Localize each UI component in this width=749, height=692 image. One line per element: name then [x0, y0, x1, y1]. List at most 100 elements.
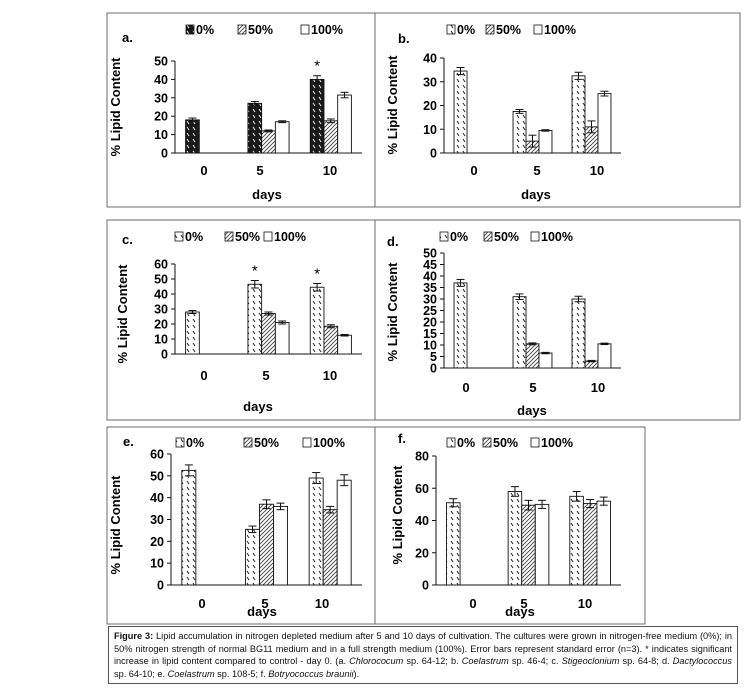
- x-tick-label: 0: [198, 596, 205, 611]
- y-tick-label: 0: [422, 579, 429, 593]
- y-tick-label: 0: [161, 348, 168, 362]
- bar: [185, 119, 200, 154]
- bar: [597, 343, 612, 369]
- legend-label: 0%: [185, 230, 203, 244]
- y-tick-label: 50: [150, 469, 164, 483]
- bar: [571, 75, 586, 154]
- panel-label: f.: [398, 431, 406, 446]
- panel-frame: [106, 219, 376, 421]
- y-tick-label: 20: [154, 110, 168, 124]
- legend-swatch: [530, 231, 540, 242]
- panel-label: a.: [122, 30, 133, 45]
- panel-frame: [374, 219, 741, 421]
- panel-label: e.: [123, 434, 134, 449]
- bar: [322, 509, 338, 586]
- legend-label: 100%: [313, 436, 345, 450]
- panel-frame: [374, 426, 646, 625]
- panel-frame: [374, 12, 741, 208]
- caption-text: sp. 64-10; e.: [114, 668, 168, 679]
- x-tick-label: 0: [462, 380, 469, 395]
- bar: [596, 500, 611, 586]
- x-tick-label: 5: [256, 163, 263, 178]
- y-tick-label: 20: [150, 535, 164, 549]
- x-tick-label: 0: [470, 163, 477, 178]
- y-tick-label: 10: [423, 339, 437, 353]
- panel-label: d.: [387, 234, 399, 249]
- caption-text: sp. 64-12; b.: [403, 656, 462, 667]
- y-tick-label: 40: [150, 491, 164, 505]
- bar: [569, 495, 584, 586]
- legend-swatch: [224, 231, 234, 242]
- legend-swatch: [485, 24, 495, 35]
- y-tick-label: 10: [423, 123, 437, 137]
- caption-species: Chlorococum: [349, 656, 404, 667]
- legend-swatch: [446, 24, 456, 35]
- bar: [274, 322, 290, 355]
- legend-swatch: [175, 437, 185, 448]
- legend-label: 100%: [311, 23, 343, 37]
- significance-star: *: [252, 263, 258, 280]
- bar: [273, 505, 288, 586]
- legend-label: 50%: [235, 230, 260, 244]
- legend-label: 0%: [457, 23, 475, 37]
- y-tick-label: 45: [423, 258, 437, 272]
- x-axis-label: days: [247, 604, 277, 619]
- caption-text: Lipid accumulation in nitrogen depleted …: [114, 631, 732, 667]
- legend-label: 0%: [450, 230, 468, 244]
- y-tick-label: 30: [423, 75, 437, 89]
- caption-species: Botryococcus braunii: [268, 668, 354, 679]
- chart-panel: f. 0% 50% 100% 0 20 40 60 80 % Lipid Content 0 5 10 d…: [374, 426, 646, 625]
- y-tick-label: 10: [154, 333, 168, 347]
- x-axis-label: days: [252, 187, 282, 202]
- bar: [245, 528, 260, 586]
- panel-label: c.: [122, 232, 133, 247]
- bar: [181, 469, 197, 586]
- legend-swatch: [446, 437, 456, 448]
- bar: [337, 334, 352, 355]
- legend-swatch: [530, 437, 540, 448]
- x-axis-label: days: [243, 399, 273, 414]
- y-tick-label: 40: [423, 52, 437, 66]
- legend-label: 100%: [541, 230, 573, 244]
- x-tick-label: 10: [590, 163, 604, 178]
- y-tick-label: 20: [415, 546, 429, 560]
- y-tick-label: 5: [430, 350, 437, 364]
- bar: [247, 102, 263, 154]
- bar: [521, 504, 536, 586]
- y-tick-label: 50: [154, 55, 168, 69]
- chart-panel: e. 0% 50% 100% 0 10 20 30 40 50 60 % Lipid Content 0…: [106, 426, 376, 625]
- x-tick-label: 10: [323, 163, 337, 178]
- caption-text: sp. 46-4; c.: [508, 656, 562, 667]
- bar: [453, 70, 468, 154]
- legend-label: 50%: [496, 23, 521, 37]
- legend-swatch: [300, 24, 310, 35]
- legend-swatch: [185, 24, 195, 35]
- y-tick-label: 40: [154, 73, 168, 87]
- bar: [308, 477, 324, 586]
- x-tick-label: 0: [200, 368, 207, 383]
- y-tick-label: 40: [154, 288, 168, 302]
- caption-species: Coelastrum: [461, 656, 509, 667]
- x-axis-label: days: [517, 403, 547, 418]
- legend-label: 50%: [494, 230, 519, 244]
- x-tick-label: 10: [591, 380, 605, 395]
- caption-species: Stigeoclonium: [561, 656, 620, 667]
- legend-swatch: [482, 437, 492, 448]
- bar: [571, 298, 586, 369]
- y-tick-label: 15: [423, 327, 437, 341]
- x-tick-label: 10: [323, 368, 337, 383]
- legend-swatch: [439, 231, 449, 242]
- x-tick-label: 0: [200, 163, 207, 178]
- significance-star: *: [314, 58, 320, 75]
- bar: [507, 491, 523, 586]
- y-tick-label: 30: [154, 303, 168, 317]
- bar: [185, 311, 200, 355]
- bar: [259, 503, 274, 586]
- panel-label: b.: [398, 31, 410, 46]
- y-tick-label: 0: [430, 147, 437, 161]
- significance-star: *: [314, 266, 320, 283]
- legend-swatch: [483, 231, 493, 242]
- bar: [597, 93, 612, 154]
- y-tick-label: 0: [161, 147, 168, 161]
